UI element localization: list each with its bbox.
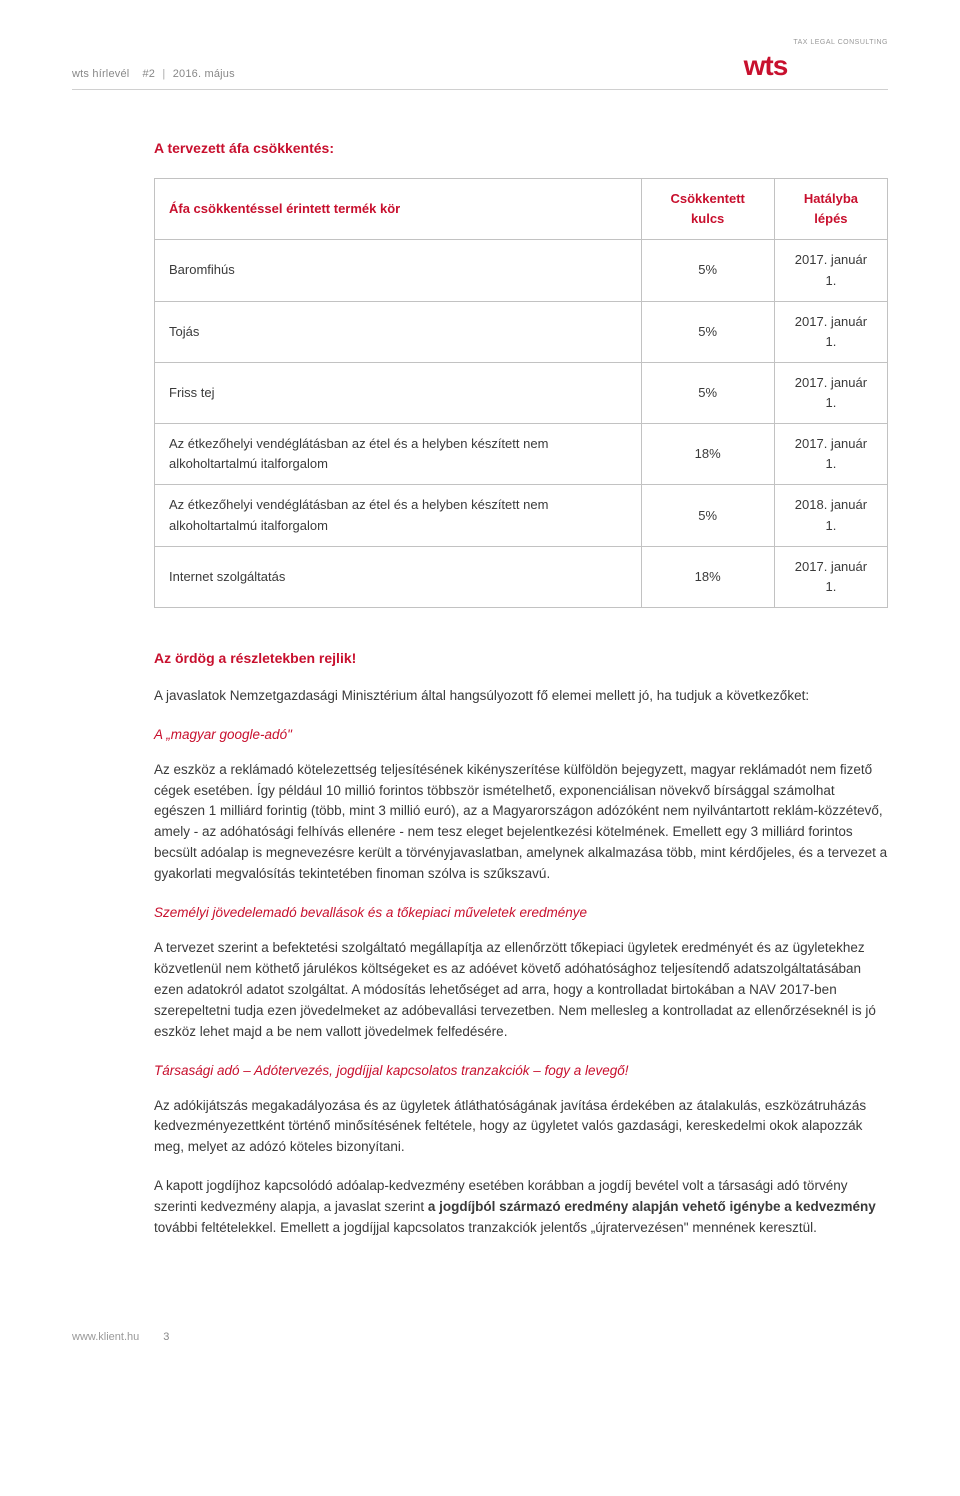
table-row: Tojás5%2017. január 1.: [155, 301, 888, 362]
table-cell: 18%: [641, 546, 774, 607]
sub-tao-para1: Az adókijátszás megakadályozása és az üg…: [154, 1096, 888, 1159]
sub-google-para: Az eszköz a reklámadó kötelezettség telj…: [154, 760, 888, 886]
sub-google-title: A „magyar google-adó": [154, 725, 888, 746]
table-cell: 5%: [641, 485, 774, 546]
footer-site: www.klient.hu: [72, 1329, 139, 1346]
table-cell: 5%: [641, 362, 774, 423]
table-header-row: Áfa csökkentéssel érintett termék kör Cs…: [155, 179, 888, 240]
header-meta: wts hírlevél #2 | 2016. május: [72, 66, 235, 83]
footer-page-number: 3: [163, 1329, 169, 1346]
logo-subtitle: TAX LEGAL CONSULTING: [793, 38, 888, 49]
tao-para2-bold: a jogdíjból származó eredmény alapján ve…: [428, 1199, 876, 1214]
brand-small: wts: [72, 68, 89, 80]
intro-paragraph: A javaslatok Nemzetgazdasági Minisztériu…: [154, 686, 888, 707]
table-row: Baromfihús5%2017. január 1.: [155, 240, 888, 301]
table-cell: 5%: [641, 240, 774, 301]
table-cell: 5%: [641, 301, 774, 362]
table-cell: Friss tej: [155, 362, 642, 423]
sub-tao-title: Társasági adó – Adótervezés, jogdíjjal k…: [154, 1061, 888, 1082]
issue-date: 2016. május: [173, 68, 235, 80]
table-cell: Baromfihús: [155, 240, 642, 301]
page-footer: www.klient.hu 3: [0, 1305, 960, 1346]
section-devil-title: Az ördög a részletekben rejlik!: [154, 648, 888, 670]
col-effective: Hatályba lépés: [774, 179, 887, 240]
table-cell: 2017. január 1.: [774, 301, 887, 362]
logo-text: wts: [744, 44, 788, 87]
col-product: Áfa csökkentéssel érintett termék kör: [155, 179, 642, 240]
table-cell: Tojás: [155, 301, 642, 362]
table-row: Az étkezőhelyi vendéglátásban az étel és…: [155, 485, 888, 546]
table-cell: Az étkezőhelyi vendéglátásban az étel és…: [155, 485, 642, 546]
table-cell: Az étkezőhelyi vendéglátásban az étel és…: [155, 424, 642, 485]
table-cell: 18%: [641, 424, 774, 485]
logo: wts TAX LEGAL CONSULTING: [744, 40, 888, 83]
table-cell: 2018. január 1.: [774, 485, 887, 546]
table-row: Friss tej5%2017. január 1.: [155, 362, 888, 423]
vat-table: Áfa csökkentéssel érintett termék kör Cs…: [154, 178, 888, 608]
doc-type: hírlevél: [92, 68, 129, 80]
divider-icon: |: [162, 68, 165, 80]
page-header: wts hírlevél #2 | 2016. május wts TAX LE…: [72, 40, 888, 90]
table-cell: 2017. január 1.: [774, 424, 887, 485]
sub-szja-title: Személyi jövedelemadó bevallások és a tő…: [154, 903, 888, 924]
table-cell: 2017. január 1.: [774, 240, 887, 301]
sub-tao-para2: A kapott jogdíjhoz kapcsolódó adóalap-ke…: [154, 1176, 888, 1239]
tao-para2-post: további feltételekkel. Emellett a jogdíj…: [154, 1220, 817, 1235]
table-cell: 2017. január 1.: [774, 546, 887, 607]
table-cell: Internet szolgáltatás: [155, 546, 642, 607]
table-cell: 2017. január 1.: [774, 362, 887, 423]
issue-number: #2: [142, 68, 155, 80]
sub-szja-para: A tervezet szerint a befektetési szolgál…: [154, 938, 888, 1043]
section-vat-title: A tervezett áfa csökkentés:: [154, 138, 888, 160]
col-rate: Csökkentett kulcs: [641, 179, 774, 240]
table-row: Internet szolgáltatás18%2017. január 1.: [155, 546, 888, 607]
table-row: Az étkezőhelyi vendéglátásban az étel és…: [155, 424, 888, 485]
